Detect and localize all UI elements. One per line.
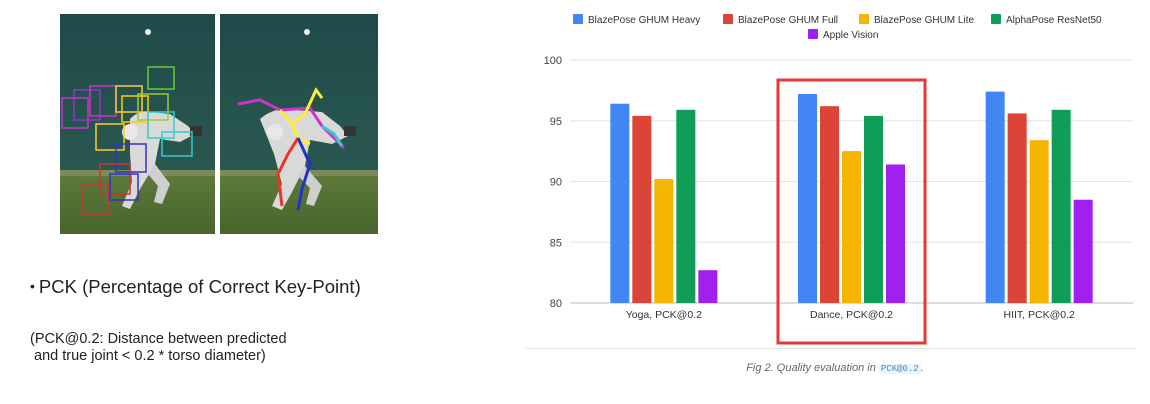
bar: [842, 151, 861, 303]
bar: [654, 179, 674, 303]
caption-suffix: .: [920, 362, 924, 374]
bar: [820, 106, 839, 303]
legend-swatch: [723, 14, 733, 24]
pck-bullet-text: PCK (Percentage of Correct Key-Point): [38, 276, 361, 297]
bar: [1051, 109, 1071, 303]
bar: [632, 115, 652, 303]
legend-swatch: [808, 29, 818, 39]
bullet-dot: •: [30, 278, 35, 294]
bar-chart-container: 80 85 90 95 100 Yoga, PCK@0.2 Dance, PCK@0.2 HI…: [525, 0, 1145, 345]
legend-label: BlazePose GHUM Full: [738, 15, 838, 26]
x-category-label: Yoga, PCK@0.2: [626, 309, 702, 321]
bar: [610, 103, 630, 304]
y-tick-label: 95: [550, 116, 562, 128]
x-category-label: Dance, PCK@0.2: [810, 309, 893, 321]
baseball-pose-photo: [60, 14, 378, 234]
legend-label: BlazePose GHUM Heavy: [588, 15, 700, 26]
pck-note-line-1: (PCK@0.2: Distance between predicted: [30, 331, 287, 347]
legend-swatch: [859, 14, 869, 24]
left-photo-bbox-view: [60, 14, 215, 234]
pose-estimation-image: [60, 14, 378, 234]
legend-swatch: [573, 14, 583, 24]
bar: [698, 270, 718, 303]
pck-bullet: • PCK (Percentage of Correct Key-Point): [30, 276, 361, 298]
y-tick-label: 90: [550, 177, 562, 189]
y-tick-label: 80: [550, 298, 562, 310]
bar-chart: 80 85 90 95 100 Yoga, PCK@0.2 Dance, PCK@0.2 HI…: [544, 14, 1133, 345]
pck-note-line-2: and true joint < 0.2 * torso diameter): [30, 348, 266, 364]
bar: [676, 109, 696, 303]
bar: [864, 115, 883, 303]
y-tick-label: 85: [550, 237, 562, 249]
y-tick-label: 100: [544, 55, 562, 67]
bar: [886, 164, 905, 303]
caption-divider: [525, 348, 1135, 349]
bar: [1007, 113, 1027, 304]
bar: [798, 94, 817, 304]
highlight-box: [776, 78, 927, 345]
caption-code: PCK@0.2: [878, 364, 921, 374]
bar: [1029, 140, 1049, 303]
legend-swatch: [991, 14, 1001, 24]
caption-text: Fig 2. Quality evaluation in: [746, 362, 876, 374]
x-category-label: HIIT, PCK@0.2: [1003, 309, 1075, 321]
legend-label: BlazePose GHUM Lite: [874, 15, 974, 26]
right-photo-skeleton-view: [220, 14, 378, 234]
legend-label: AlphaPose ResNet50: [1006, 15, 1102, 26]
legend-label: Apple Vision: [823, 30, 878, 41]
bar: [985, 91, 1005, 303]
bar: [1073, 199, 1093, 303]
chart-caption: Fig 2. Quality evaluation in PCK@0.2.: [525, 362, 1145, 374]
pck-definition-note: (PCK@0.2: Distance between predicted and…: [30, 331, 287, 365]
